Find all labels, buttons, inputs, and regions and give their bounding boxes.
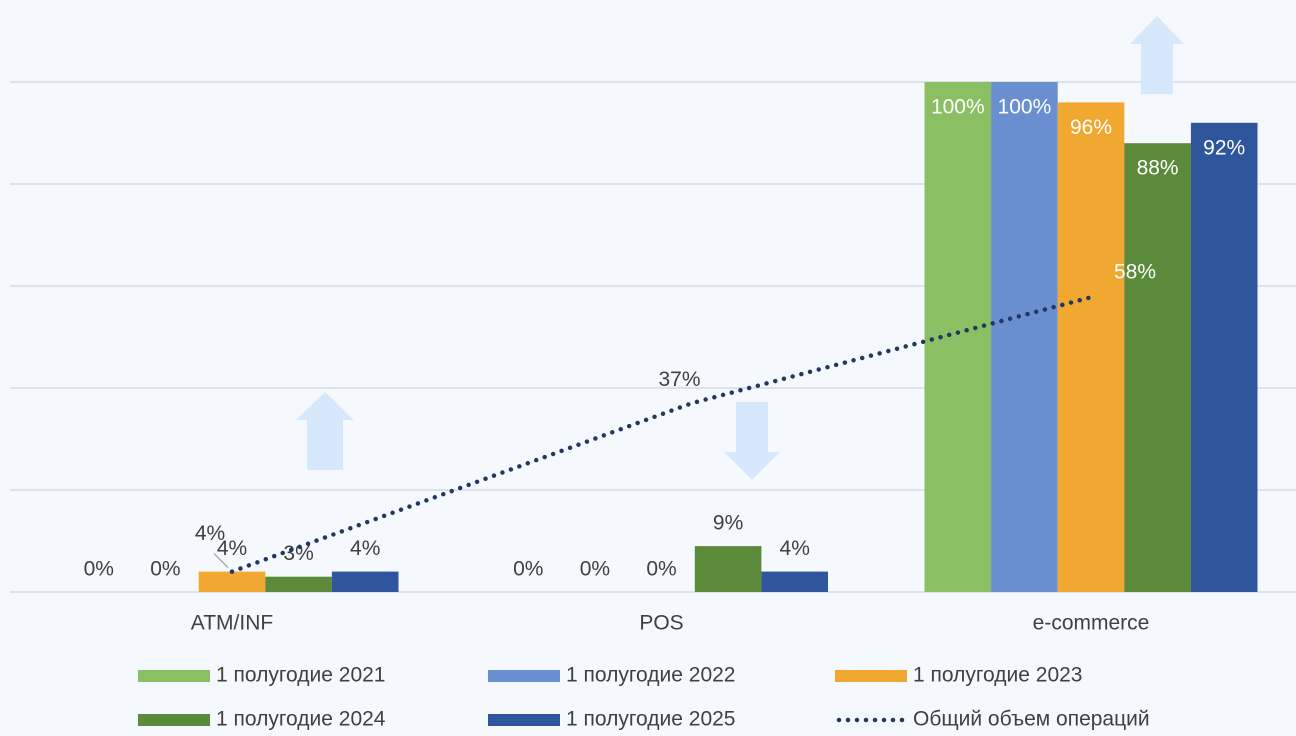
legend-marker: [488, 670, 560, 682]
legend-label: Общий объем операций: [913, 708, 1150, 731]
line-label: 58%: [1114, 261, 1156, 284]
data-label: 0%: [580, 558, 610, 581]
line-label: 37%: [658, 368, 700, 391]
leader-line: [213, 553, 229, 569]
data-label: 4%: [217, 537, 247, 560]
x-tick-label: POS: [639, 612, 683, 635]
legend-marker: [138, 714, 210, 726]
down-arrow: [724, 402, 780, 480]
data-label: 4%: [780, 537, 810, 560]
data-label: 0%: [646, 558, 676, 581]
legend-item: 1 полугодие 2023: [835, 664, 1083, 687]
bar: [761, 571, 828, 592]
trend-arrows: [296, 16, 1184, 480]
bar: [1057, 102, 1125, 593]
data-label: 100%: [998, 96, 1052, 119]
bar: [331, 571, 399, 592]
bar: [265, 576, 332, 592]
data-label: 0%: [84, 558, 114, 581]
legend-label: 1 полугодие 2024: [216, 708, 386, 731]
legend-label: 1 полугодие 2025: [566, 708, 736, 731]
legend-item: 1 полугодие 2021: [138, 664, 386, 687]
bar: [924, 82, 992, 592]
up-arrow: [1130, 16, 1184, 94]
legend-marker: [835, 670, 907, 682]
legend-item: Общий объем операций: [836, 708, 1150, 731]
data-label: 92%: [1203, 136, 1245, 159]
bar: [1190, 122, 1258, 593]
legend-item: 1 полугодие 2025: [488, 708, 736, 731]
data-label: 0%: [513, 558, 543, 581]
legend-label: 1 полугодие 2023: [913, 664, 1083, 687]
bar: [694, 546, 762, 592]
bar: [1124, 143, 1191, 592]
legend-label: 1 полугодие 2022: [566, 664, 736, 687]
legend-marker: [488, 714, 560, 726]
legend-marker: [138, 670, 210, 682]
x-tick-label: ATM/INF: [191, 612, 273, 635]
data-label: 0%: [150, 558, 180, 581]
x-tick-label: e-commerce: [1033, 612, 1150, 635]
data-label: 4%: [350, 537, 380, 560]
line: [229, 293, 1098, 574]
legend-label: 1 полугодие 2021: [216, 664, 386, 687]
legend-item: 1 полугодие 2024: [138, 708, 386, 731]
data-label: 96%: [1070, 116, 1112, 139]
data-label: 88%: [1137, 157, 1179, 180]
data-label: 100%: [931, 96, 985, 119]
up-arrow: [296, 392, 354, 470]
legend-item: 1 полугодие 2022: [488, 664, 736, 687]
data-label: 9%: [713, 512, 743, 535]
line-label: 4%: [195, 522, 225, 545]
bar: [991, 82, 1058, 592]
bar: [198, 571, 266, 592]
